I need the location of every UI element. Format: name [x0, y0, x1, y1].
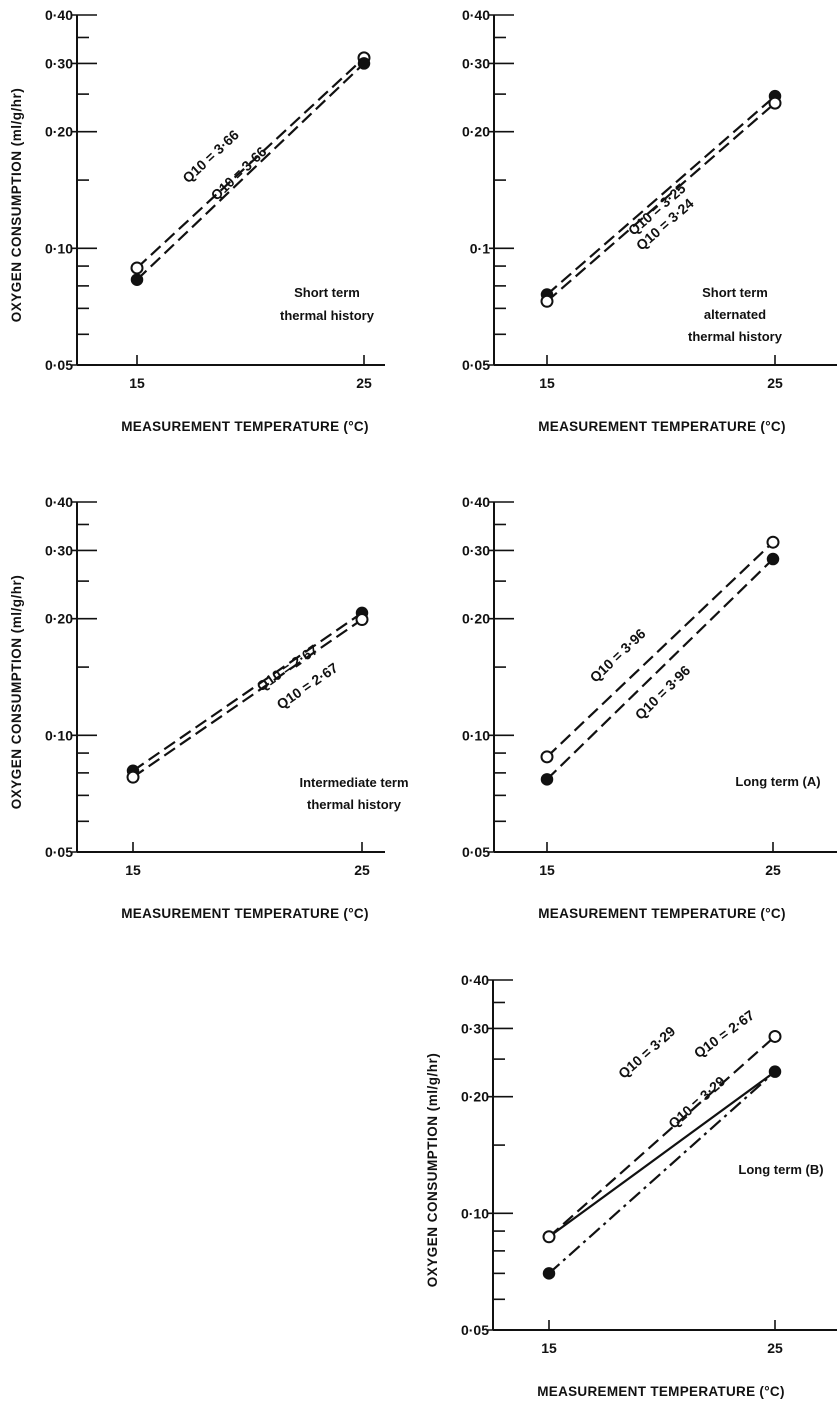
chart-short-term-alternated: 0·05 0·1 0·20 0·30 0·40 15 25 MEASUREMENT TEMPE…	[462, 7, 837, 434]
x-tick-label: 15	[125, 862, 141, 878]
y-tick-label: 0·05	[462, 357, 490, 373]
chart-annotation: Long term (B)	[738, 1162, 823, 1177]
x-tick-label: 25	[767, 375, 783, 391]
y-tick-label: 0·40	[462, 7, 490, 23]
series-line	[136, 62, 365, 281]
y-axis-label: OXYGEN CONSUMPTION (ml/g/hr)	[425, 1053, 440, 1288]
chart-short-term: 0·05 0·10 0·20 0·30 0·40 15 25 MEASUREMENT TEMP…	[9, 7, 385, 434]
series-line	[548, 1035, 776, 1238]
chart-annotation: alternated	[704, 307, 766, 322]
x-axis-label: MEASUREMENT TEMPERATURE (°C)	[121, 419, 369, 434]
filled-point	[357, 57, 371, 70]
y-tick-label: 0·40	[45, 494, 73, 510]
open-point	[766, 535, 780, 549]
chart-intermediate-term: 0·05 0·10 0·20 0·30 0·40 15 25 MEASUREMENT TEMP…	[9, 494, 409, 921]
filled-point	[542, 1267, 556, 1280]
open-point	[540, 294, 554, 308]
series-line	[546, 558, 774, 781]
y-tick-label: 0·20	[461, 1089, 489, 1105]
x-tick-label: 15	[539, 862, 555, 878]
chart-annotation: thermal history	[280, 308, 375, 323]
y-axis-label: OXYGEN CONSUMPTION (ml/g/hr)	[9, 575, 24, 810]
series-line	[548, 1070, 776, 1238]
chart-annotation: Long term (A)	[735, 774, 820, 789]
series-line	[546, 95, 776, 296]
chart-long-term-b: 0·05 0·10 0·20 0·30 0·40 15 25 MEASUREMENT TEMP…	[425, 972, 837, 1399]
chart-annotation: Intermediate term	[299, 775, 408, 790]
x-axis-label: MEASUREMENT TEMPERATURE (°C)	[538, 906, 786, 921]
y-tick-label: 0·05	[462, 844, 490, 860]
q10-label: Q10 = 3·29	[615, 1023, 678, 1082]
y-tick-label: 0·10	[462, 727, 490, 743]
y-tick-label: 0·40	[45, 7, 73, 23]
x-tick-label: 25	[354, 862, 370, 878]
y-tick-label: 0·40	[461, 972, 489, 988]
series-line	[132, 611, 363, 772]
open-point	[542, 1230, 556, 1244]
chart-annotation: Short term	[294, 285, 360, 300]
y-tick-label: 0·30	[45, 542, 73, 558]
q10-label: Q10 = 3·96	[632, 662, 694, 723]
open-point	[355, 613, 369, 627]
x-tick-label: 25	[765, 862, 781, 878]
open-point	[540, 750, 554, 764]
y-tick-label: 0·05	[45, 357, 73, 373]
x-axis-label: MEASUREMENT TEMPERATURE (°C)	[121, 906, 369, 921]
series-line	[548, 1070, 776, 1275]
y-tick-label: 0·10	[45, 240, 73, 256]
x-axis-label: MEASUREMENT TEMPERATURE (°C)	[538, 419, 786, 434]
open-point	[768, 96, 782, 110]
chart-annotation: Short term	[702, 285, 768, 300]
series-line	[132, 618, 363, 779]
x-tick-label: 15	[539, 375, 555, 391]
x-axis-label: MEASUREMENT TEMPERATURE (°C)	[537, 1384, 785, 1399]
y-tick-label: 0·30	[461, 1020, 489, 1036]
series-line	[136, 57, 365, 269]
y-tick-label: 0·10	[461, 1205, 489, 1221]
q10-label: Q10 = 3·96	[587, 625, 649, 685]
y-tick-label: 0·20	[45, 124, 73, 140]
y-tick-label: 0·40	[462, 494, 490, 510]
open-point	[130, 261, 144, 275]
chart-annotation: thermal history	[307, 797, 402, 812]
x-tick-label: 15	[129, 375, 145, 391]
y-tick-label: 0·30	[462, 542, 490, 558]
q10-label: Q10 = 2·67	[691, 1007, 758, 1062]
chart-long-term-a: 0·05 0·10 0·20 0·30 0·40 15 25 MEASUREMENT TEMP…	[462, 494, 837, 921]
y-axis-label: OXYGEN CONSUMPTION (ml/g/hr)	[9, 88, 24, 323]
filled-point	[130, 273, 144, 286]
y-tick-label: 0·05	[461, 1322, 489, 1338]
x-tick-label: 25	[767, 1340, 783, 1356]
filled-point	[766, 552, 780, 566]
y-tick-label: 0·20	[462, 124, 490, 140]
y-tick-label: 0·1	[470, 240, 490, 256]
filled-point	[768, 1065, 782, 1078]
chart-annotation: thermal history	[688, 329, 783, 344]
x-tick-label: 25	[356, 375, 372, 391]
y-tick-label: 0·30	[462, 55, 490, 71]
y-tick-label: 0·20	[462, 611, 490, 627]
open-point	[768, 1029, 782, 1043]
y-tick-label: 0·05	[45, 844, 73, 860]
y-tick-label: 0·20	[45, 611, 73, 627]
series-line	[546, 102, 776, 303]
series-line	[546, 541, 774, 758]
y-tick-label: 0·30	[45, 55, 73, 71]
y-tick-label: 0·10	[45, 727, 73, 743]
x-tick-label: 15	[541, 1340, 557, 1356]
filled-point	[540, 773, 554, 786]
open-point	[126, 770, 140, 784]
